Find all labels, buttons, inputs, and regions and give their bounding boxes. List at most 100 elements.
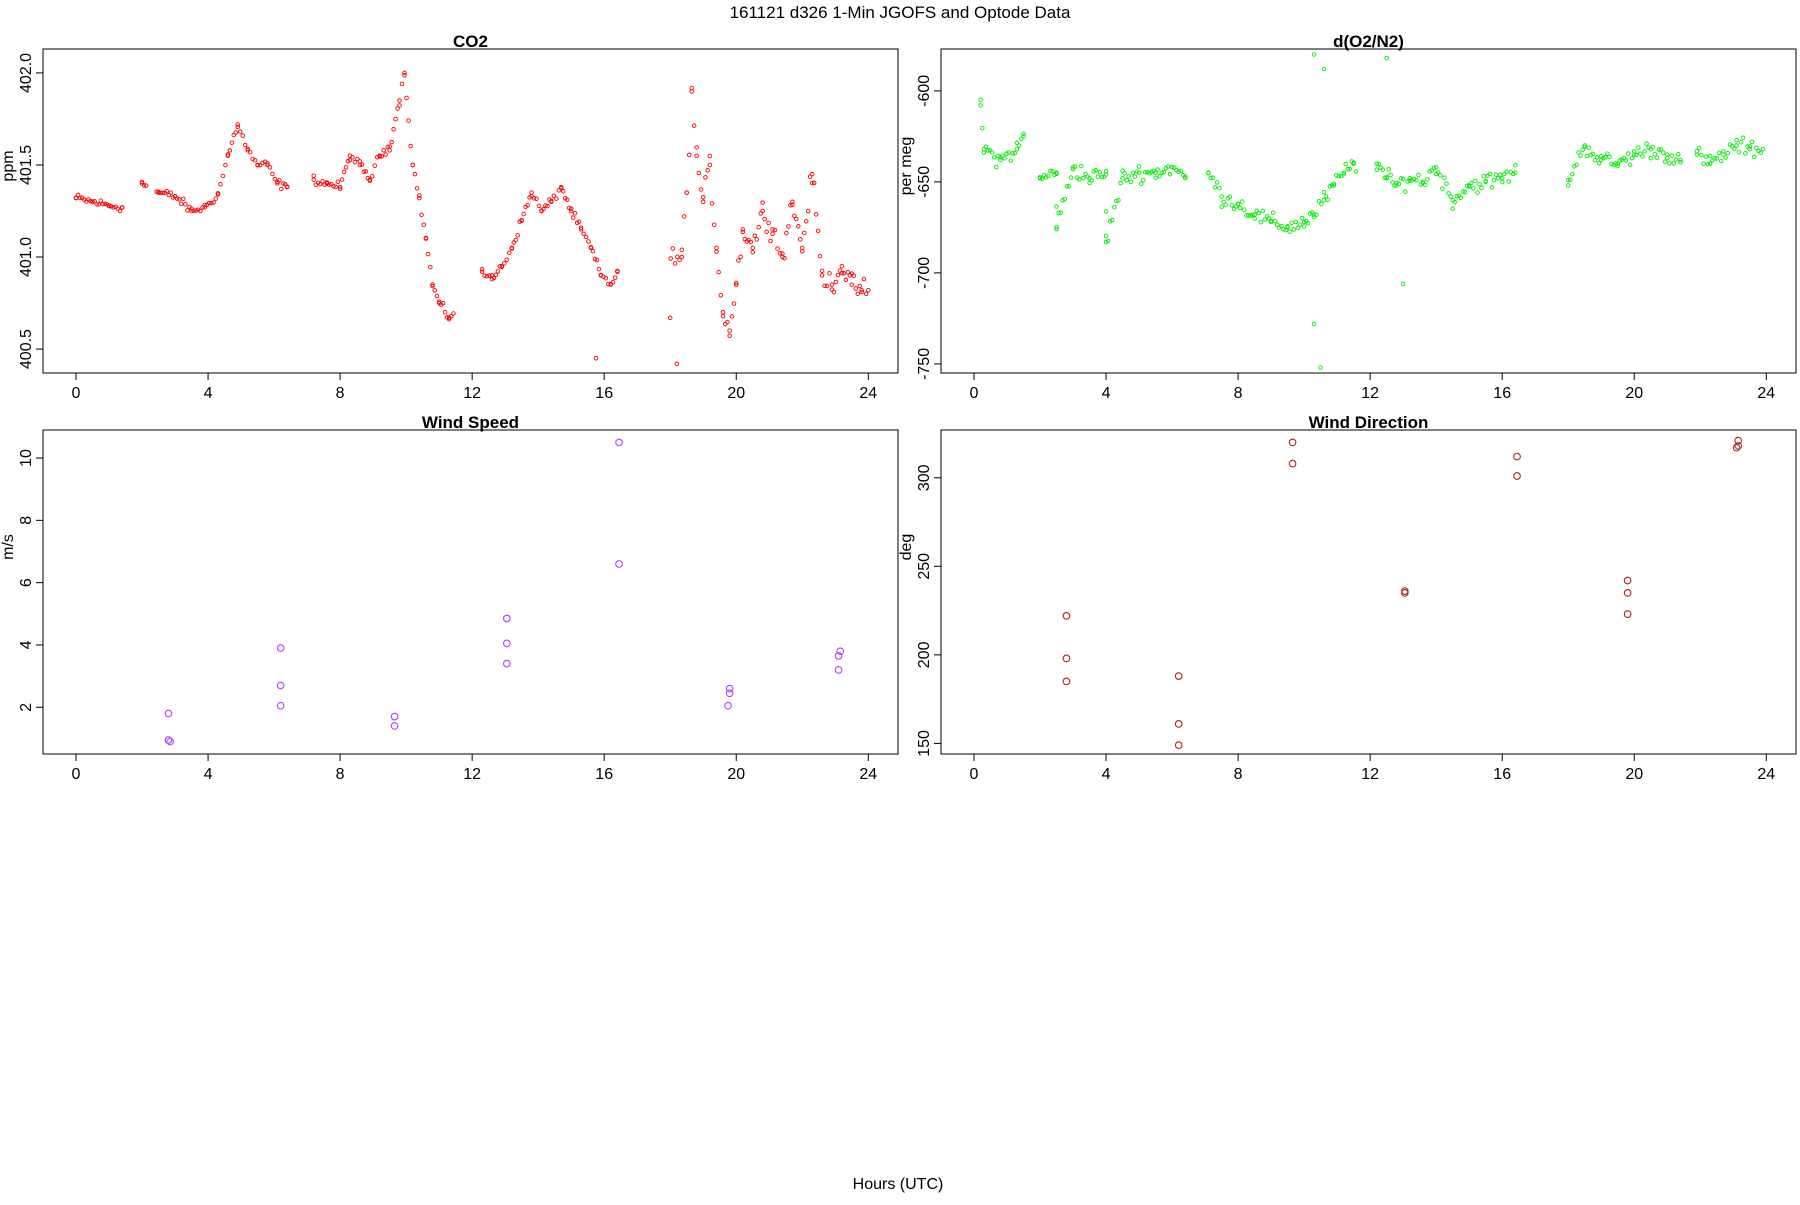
o2n2-point (1433, 165, 1439, 170)
o2n2-point (1400, 176, 1406, 182)
o2n2-point (1343, 161, 1348, 167)
co2-point (727, 333, 732, 339)
co2-point (487, 273, 492, 278)
co2-point (686, 152, 692, 158)
o2n2-point (1010, 151, 1016, 156)
co2-point (682, 214, 687, 219)
o2n2-point (1109, 217, 1115, 223)
co2-point (736, 258, 741, 263)
wind-direction-point (1623, 610, 1632, 618)
co2-point (764, 229, 769, 235)
o2n2-point (1219, 194, 1224, 199)
wind-direction-xtick-label: 20 (1625, 766, 1643, 783)
co2-point (792, 213, 797, 219)
o2n2-point (1079, 163, 1084, 169)
co2-point (389, 139, 394, 145)
co2-point (841, 271, 847, 276)
co2-point (672, 261, 678, 266)
co2-point (357, 162, 363, 168)
co2-point (733, 280, 739, 286)
o2n2-point (1734, 143, 1739, 148)
co2-point (397, 98, 402, 103)
o2n2-point (1625, 151, 1631, 156)
o2n2-point (978, 103, 983, 108)
o2n2-point (1568, 177, 1573, 183)
o2n2-point (1431, 165, 1437, 171)
o2n2-point (1603, 154, 1608, 160)
wind-speed-ytick-label: 8 (18, 516, 35, 525)
o2n2-point (1617, 158, 1623, 163)
o2n2-point (1169, 165, 1175, 170)
co2-point (88, 198, 93, 204)
co2-point (218, 182, 223, 187)
o2n2-point (1183, 174, 1188, 179)
o2n2-point (1429, 168, 1435, 173)
o2n2-point (1414, 177, 1419, 183)
co2-point (237, 129, 243, 134)
co2-point (549, 199, 554, 205)
wind-speed-xtick-label: 8 (336, 766, 345, 783)
o2n2-point (1279, 223, 1284, 229)
co2-point (417, 193, 422, 198)
o2n2-point (1758, 150, 1764, 155)
co2-point (725, 319, 730, 325)
o2n2-point (1021, 131, 1026, 137)
o2n2-point (1120, 175, 1125, 181)
o2n2-point (1499, 175, 1505, 181)
co2-point (586, 239, 591, 244)
co2-point (484, 273, 490, 279)
co2-point (220, 173, 226, 179)
co2-xtick-label: 0 (72, 385, 81, 402)
co2-point (324, 181, 330, 186)
co2-point (479, 269, 485, 275)
co2-point (279, 186, 284, 192)
co2-point (775, 246, 780, 251)
o2n2-point (1574, 162, 1579, 167)
o2n2-point (1289, 220, 1294, 226)
co2-point (703, 175, 708, 180)
co2-point (800, 245, 805, 251)
co2-point (839, 263, 845, 269)
o2n2-point (1155, 167, 1160, 172)
o2n2-point (1081, 175, 1086, 181)
wind-direction-title: Wind Direction (1309, 413, 1429, 432)
o2n2-point (1394, 180, 1399, 186)
o2n2-point (1353, 169, 1359, 174)
co2-point (714, 245, 719, 251)
co2-point (106, 203, 112, 208)
co2-point (92, 199, 97, 204)
o2n2-point (1596, 160, 1602, 166)
wind-direction-ylabel: deg (898, 534, 915, 561)
co2-point (285, 184, 290, 190)
o2n2-point (1656, 147, 1662, 152)
co2-point (677, 257, 682, 263)
co2-point (252, 158, 258, 163)
co2-point (168, 190, 174, 195)
wind-direction-xtick-label: 16 (1493, 766, 1511, 783)
co2-point (419, 212, 424, 218)
o2n2-point (1229, 203, 1235, 208)
co2-point (813, 212, 819, 217)
co2-point (355, 156, 360, 162)
o2n2-point (1248, 213, 1253, 218)
o2n2-point (1495, 176, 1501, 181)
co2-point (363, 169, 369, 174)
o2n2-point (1136, 164, 1142, 169)
co2-point (432, 288, 437, 293)
o2n2-point (1710, 158, 1715, 163)
o2n2-point (1114, 198, 1119, 204)
co2-plot-frame (42, 48, 899, 374)
o2n2-point (1513, 170, 1518, 176)
co2-point (711, 222, 717, 227)
co2-title: CO2 (453, 32, 488, 51)
co2-point (172, 194, 178, 199)
o2n2-point (1000, 153, 1005, 158)
o2n2-xtick-label: 0 (970, 385, 979, 402)
wind-direction-xtick-label: 8 (1234, 766, 1243, 783)
co2-point (115, 206, 121, 211)
co2-point (404, 95, 409, 101)
co2-point (691, 123, 697, 128)
co2-point (521, 211, 526, 217)
o2n2-panel: d(O2/N2) 0 4 8 12 16 20 24 -750 -700 -650 -600 per m… (898, 32, 1797, 402)
co2-point (529, 190, 534, 195)
